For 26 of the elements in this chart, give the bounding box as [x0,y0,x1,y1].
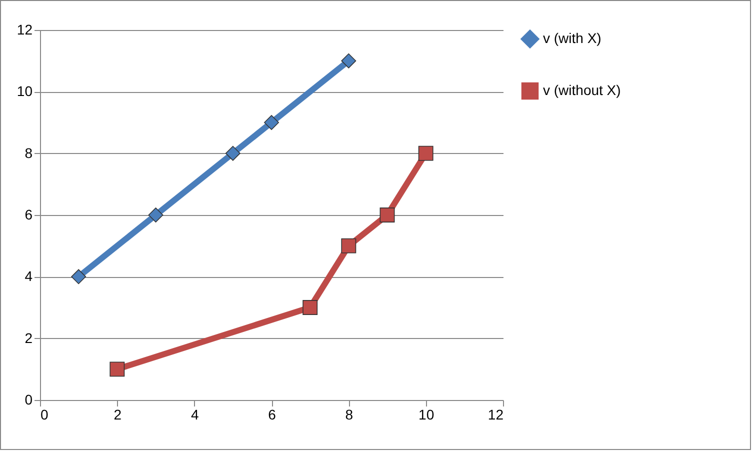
legend-label: v (without X) [543,82,621,98]
y-tick-label: 4 [24,268,33,284]
y-tick-label: 10 [16,83,33,100]
y-tick-label: 0 [24,392,33,408]
x-tick-label: 0 [40,406,48,422]
point [264,115,279,130]
point [148,208,164,222]
point [302,300,318,315]
x-tick-label: 12 [488,406,504,422]
x-tick-label: 10 [418,406,434,422]
point [380,208,395,222]
point [418,146,434,161]
x-tick-label: 4 [190,406,199,422]
y-tick-label: 8 [24,144,33,161]
point [341,238,356,254]
point [225,146,240,161]
y-tick-label: 12 [16,22,33,38]
x-tick-label: 2 [114,406,122,422]
y-tick-label: 2 [24,330,33,346]
y-tick-label: 6 [24,206,33,222]
x-tick-label: 6 [268,406,276,422]
point [71,269,86,284]
point [110,362,125,377]
legend-label: v (with X) [543,30,602,46]
x-tick-label: 8 [345,406,354,422]
point [341,53,356,68]
